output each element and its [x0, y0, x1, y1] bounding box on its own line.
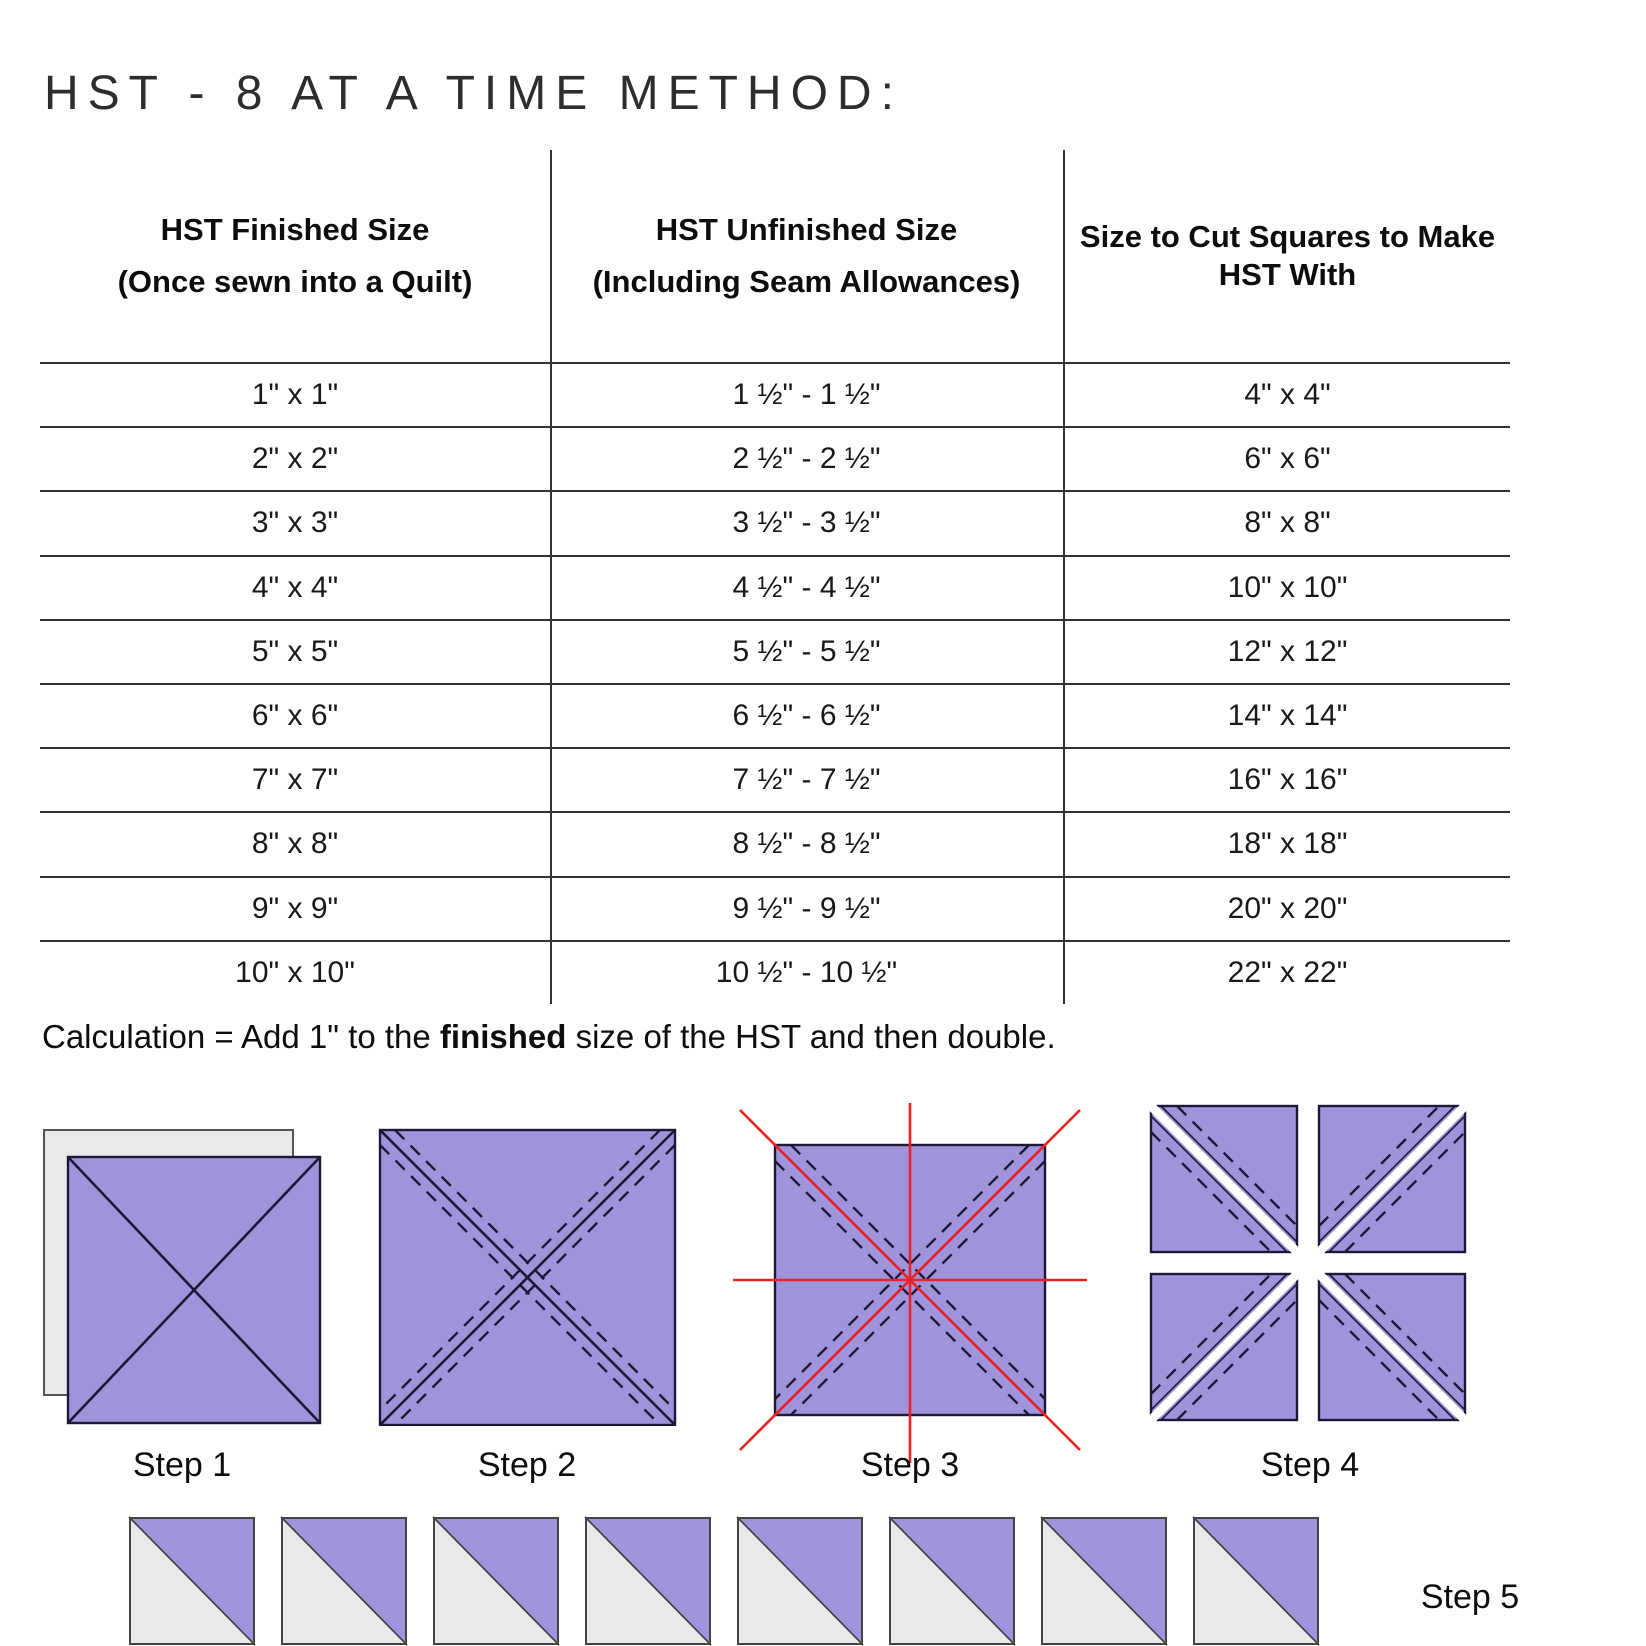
table-row: 4" x 4" 4 ½" - 4 ½" 10" x 10" [40, 554, 1510, 619]
table-cell: 20" x 20" [1227, 891, 1348, 925]
table-row: 6" x 6" 6 ½" - 6 ½" 14" x 14" [40, 683, 1510, 747]
table-cell: 16" x 16" [1227, 763, 1348, 797]
step2-label: Step 2 [477, 1446, 577, 1484]
column-divider [1063, 150, 1065, 1004]
table-cell: 10" x 10" [235, 955, 355, 989]
table-cell: 2" x 2" [251, 442, 339, 476]
step2-diagram [378, 1128, 677, 1426]
table-cell: 8" x 8" [251, 827, 339, 861]
table-row: 9" x 9" 9 ½" - 9 ½" 20" x 20" [40, 875, 1510, 940]
header-line: HST Unfinished Size [655, 211, 958, 247]
table-cell: 4 ½" - 4 ½" [732, 570, 881, 604]
table-row: 10" x 10" 10 ½" - 10 ½" 22" x 22" [40, 939, 1510, 1004]
table-cell: 1" x 1" [251, 378, 339, 411]
table-cell: 5" x 5" [251, 634, 339, 668]
table-cell: 3 ½" - 3 ½" [732, 506, 881, 540]
step3-label: Step 3 [860, 1446, 960, 1484]
table-cell: 1 ½" - 1 ½" [732, 378, 881, 411]
table-cell: 12" x 12" [1227, 634, 1348, 668]
table-cell: 4" x 4" [251, 570, 339, 604]
step4-diagram [1145, 1098, 1475, 1428]
header-line: (Once sewn into a Quilt) [117, 264, 473, 299]
table-cell: 7 ½" - 7 ½" [732, 763, 881, 797]
calculation-note: Calculation = Add 1" to the finished siz… [42, 1018, 1056, 1056]
step3-diagram [733, 1103, 1087, 1463]
calculation-bold-word: finished [439, 1018, 567, 1055]
table-row: 2" x 2" 2 ½" - 2 ½" 6" x 6" [40, 426, 1510, 490]
hst-size-table: HST Finished Size (Once sewn into a Quil… [40, 150, 1510, 1004]
table-cell: 9 ½" - 9 ½" [732, 891, 881, 925]
page-title: HST - 8 AT A TIME METHOD: [44, 67, 903, 120]
table-cell: 8" x 8" [1244, 506, 1331, 540]
table-cell: 9" x 9" [251, 891, 339, 925]
table-row: 3" x 3" 3 ½" - 3 ½" 8" x 8" [40, 490, 1510, 554]
step5-diagram [129, 1517, 1319, 1645]
table-cell: 7" x 7" [251, 763, 339, 797]
header-line: HST With [1218, 257, 1357, 292]
table-cell: 18" x 18" [1227, 827, 1348, 861]
table-cell: 10 ½" - 10 ½" [715, 955, 898, 989]
table-cell: 4" x 4" [1244, 378, 1331, 411]
column-divider [550, 150, 552, 1004]
table-cell: 6" x 6" [1244, 442, 1331, 476]
header-finished-size: HST Finished Size (Once sewn into a Quil… [40, 150, 550, 362]
header-line: HST Finished Size [160, 211, 430, 247]
calculation-suffix: size of the HST and then double. [566, 1018, 1056, 1055]
table-cell: 3" x 3" [251, 506, 339, 540]
header-unfinished-size: HST Unfinished Size (Including Seam Allo… [552, 150, 1061, 362]
table-row: 1" x 1" 1 ½" - 1 ½" 4" x 4" [40, 362, 1510, 426]
table-cell: 10" x 10" [1227, 570, 1348, 604]
step4-label: Step 4 [1260, 1446, 1360, 1484]
step1-label: Step 1 [132, 1446, 232, 1484]
header-line: (Including Seam Allowances) [592, 264, 1021, 299]
table-cell: 6" x 6" [251, 699, 339, 732]
table-cell: 14" x 14" [1227, 699, 1348, 732]
table-cell: 8 ½" - 8 ½" [732, 827, 881, 861]
table-row: 7" x 7" 7 ½" - 7 ½" 16" x 16" [40, 747, 1510, 811]
calculation-prefix: Calculation = Add 1" to the [42, 1018, 440, 1055]
table-cell: 2 ½" - 2 ½" [732, 442, 881, 476]
table-row: 5" x 5" 5 ½" - 5 ½" 12" x 12" [40, 618, 1510, 683]
table-cell: 22" x 22" [1227, 955, 1348, 989]
step1-diagram [43, 1129, 322, 1425]
header-cut-size: Size to Cut Squares to Make HST With [1065, 150, 1510, 362]
table-cell: 5 ½" - 5 ½" [732, 634, 881, 668]
header-line: Size to Cut Squares to Make [1079, 219, 1496, 255]
table-row: 8" x 8" 8 ½" - 8 ½" 18" x 18" [40, 811, 1510, 875]
table-cell: 6 ½" - 6 ½" [732, 699, 881, 732]
step5-label: Step 5 [1420, 1578, 1520, 1616]
